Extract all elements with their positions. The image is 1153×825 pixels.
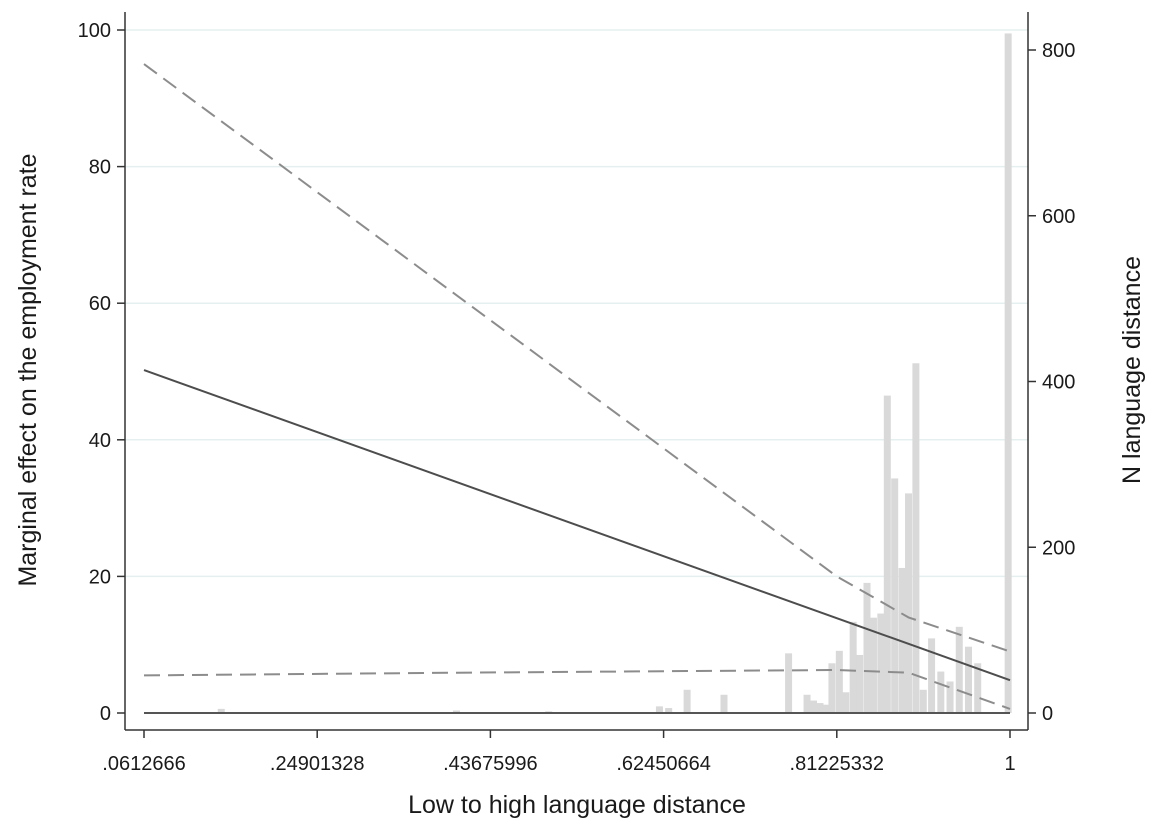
histogram-bar [946, 681, 954, 713]
histogram-bar [891, 478, 899, 713]
histogram-bar [856, 654, 864, 713]
y2-tick-label: 0 [1042, 703, 1053, 725]
histogram-bar [919, 689, 927, 713]
lower_ci-line [143, 668, 1011, 710]
y-tick-label: 0 [100, 703, 111, 725]
effect-line [143, 369, 1011, 682]
histogram-bar [849, 621, 857, 713]
histogram-bar [720, 694, 728, 713]
histogram-bar [928, 638, 936, 713]
y2-tick-label: 200 [1042, 537, 1075, 559]
histogram-bar [1004, 33, 1012, 714]
x-tick-label: 1 [1004, 753, 1015, 775]
histogram-bar [877, 613, 885, 713]
histogram-bar [217, 708, 225, 713]
histogram-bar [974, 663, 982, 713]
axes [124, 12, 1029, 731]
tick-labels: 0 20 40 60 80 100 0 200 400 600 800 .0612666 .249013… [78, 20, 1076, 775]
histogram-bar [665, 708, 673, 713]
histogram-bar [912, 363, 920, 713]
y2-tick-label: 400 [1042, 372, 1075, 394]
histogram-bar [655, 706, 663, 713]
histogram-bar [955, 626, 963, 713]
x-tick-label: .81225332 [790, 753, 885, 775]
histogram-bar [863, 582, 871, 713]
histogram-bar [905, 493, 913, 713]
histogram-bar [452, 710, 460, 713]
x-tick-label: .24901328 [270, 753, 365, 775]
histogram-bar [964, 646, 972, 713]
y2-tick-label: 600 [1042, 206, 1075, 228]
histogram-bar [683, 689, 691, 713]
histogram-bar [803, 694, 811, 713]
histogram-bar [869, 617, 877, 713]
histogram-bar [816, 703, 824, 713]
histogram-bar [821, 704, 829, 713]
histogram-bar [937, 671, 945, 713]
upper_ci-line [143, 63, 1011, 653]
y-tick-label: 20 [89, 566, 111, 588]
effect-lines [143, 63, 1011, 714]
y2-tick-label: 800 [1042, 40, 1075, 62]
y-tick-label: 100 [78, 20, 111, 42]
x-tick-label: .62450664 [616, 753, 711, 775]
y-tick-label: 40 [89, 430, 111, 452]
histogram-bar [785, 653, 793, 713]
histogram-bars [194, 33, 1012, 714]
y-axis-label: Marginal effect on the employment rate [14, 153, 42, 586]
x-axis-label: Low to high language distance [408, 791, 746, 819]
x-tick-label: .0612666 [102, 753, 185, 775]
y-tick-label: 80 [89, 157, 111, 179]
histogram-bar [842, 692, 850, 713]
y-tick-label: 60 [89, 293, 111, 315]
histogram-bar [835, 650, 843, 713]
histogram-bar [898, 567, 906, 713]
x-tick-label: .43675996 [443, 753, 538, 775]
histogram-bar [828, 663, 836, 713]
histogram-bar [883, 395, 891, 713]
y2-axis-label: N language distance [1118, 256, 1146, 484]
gridlines [125, 29, 1028, 578]
histogram-bar [810, 700, 818, 713]
